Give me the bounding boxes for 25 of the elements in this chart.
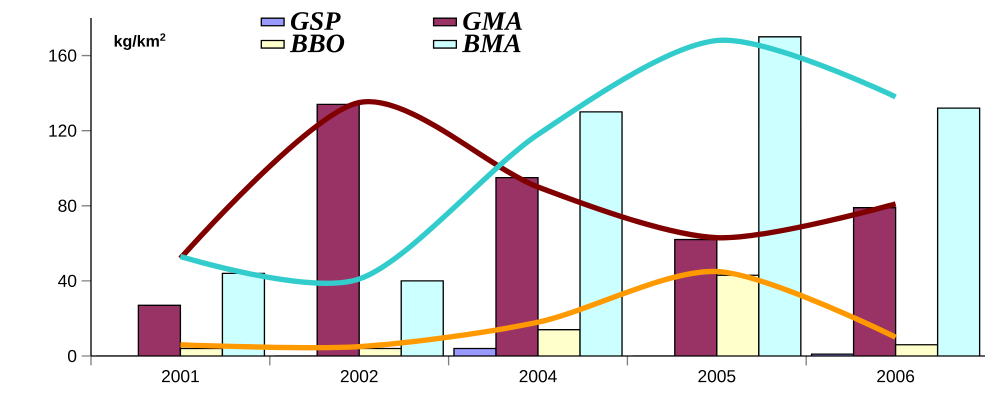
bar <box>936 107 980 356</box>
x-tick-label: 2006 <box>877 370 914 382</box>
y-tick-label: 160 <box>49 49 76 62</box>
bar <box>317 104 360 356</box>
y-tick-label: 80 <box>58 200 76 212</box>
bar <box>716 275 759 356</box>
bar <box>538 330 580 356</box>
legend-label: GSP <box>291 12 341 30</box>
y-tick-label: 120 <box>49 124 76 137</box>
legend-label: BMA <box>462 34 521 52</box>
x-tick-label: 2005 <box>698 370 736 382</box>
x-tick-label: 2002 <box>340 370 378 382</box>
x-tick-label: 2004 <box>520 370 557 382</box>
legend-label: GMA <box>463 12 522 30</box>
bar <box>138 305 180 356</box>
bar <box>674 240 717 356</box>
bar <box>580 112 622 356</box>
x-tick-label: 2001 <box>162 370 199 382</box>
bar <box>496 178 538 356</box>
y-axis-title: kg/km$^{2}$ <box>114 33 166 50</box>
y-tick-label: 40 <box>58 274 76 288</box>
legend-label: BBO <box>290 34 344 52</box>
bar <box>852 206 896 356</box>
y-tick-label: 0 <box>68 350 76 362</box>
bar <box>758 36 801 356</box>
